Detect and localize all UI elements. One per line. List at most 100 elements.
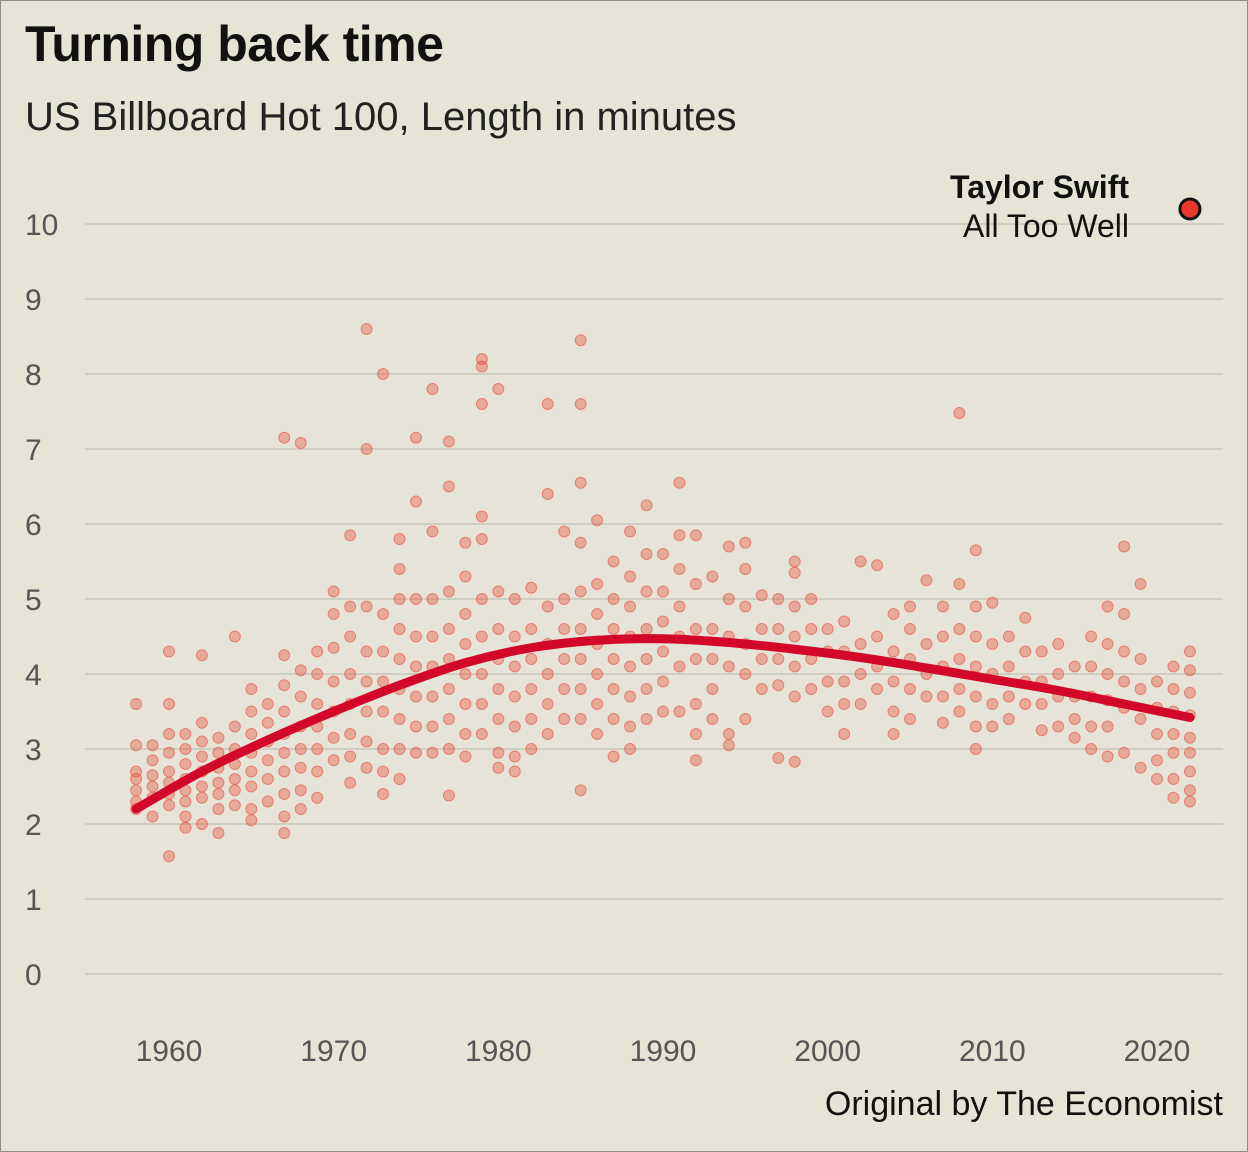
song-point [657, 705, 669, 718]
song-point [574, 585, 587, 598]
song-point [772, 679, 785, 692]
song-point [1019, 645, 1032, 658]
x-axis-ticks: 1960 1970 1980 1990 2000 2010 2020 [136, 1035, 1191, 1068]
song-point [360, 645, 373, 658]
song-point [854, 555, 867, 568]
song-point [442, 435, 455, 448]
song-point [212, 731, 225, 744]
song-point [475, 630, 488, 643]
song-point [410, 431, 422, 444]
song-point [212, 803, 225, 815]
song-point [788, 755, 801, 768]
song-point [624, 600, 637, 613]
song-point [426, 593, 439, 605]
song-point [195, 780, 208, 793]
song-point [788, 630, 801, 643]
song-point [755, 589, 768, 602]
song-point [212, 776, 225, 789]
song-point [887, 645, 900, 658]
song-point [327, 585, 340, 598]
song-point [344, 776, 357, 789]
song-point [541, 728, 554, 740]
x-tick-label-1980: 1980 [465, 1035, 532, 1068]
song-point [278, 431, 291, 444]
song-point [640, 683, 653, 695]
song-point [969, 630, 982, 643]
song-point [492, 383, 505, 395]
song-point [525, 713, 538, 725]
song-point [640, 548, 653, 560]
song-point [228, 630, 241, 643]
song-point [508, 750, 521, 763]
song-point [904, 713, 916, 725]
song-point [278, 827, 291, 839]
trend-line-group [131, 634, 1195, 814]
song-point [673, 600, 686, 613]
song-point [245, 803, 258, 815]
song-point [245, 780, 258, 793]
song-point [689, 754, 702, 767]
song-point [706, 623, 719, 635]
song-point [179, 821, 192, 834]
song-point [558, 623, 571, 635]
song-point [377, 788, 390, 800]
song-point [294, 690, 307, 703]
y-tick-label-7: 7 [25, 434, 42, 467]
song-point [969, 600, 982, 613]
song-point [1019, 698, 1032, 710]
song-point [508, 690, 521, 703]
song-point [311, 765, 324, 778]
song-point [805, 593, 818, 605]
song-point [163, 799, 175, 812]
song-point [624, 743, 637, 755]
song-point [541, 698, 554, 710]
song-point [706, 713, 719, 725]
song-point [887, 705, 900, 718]
x-tick-label-1990: 1990 [630, 1035, 697, 1068]
song-point [936, 690, 949, 703]
song-point [410, 660, 422, 673]
song-point [1183, 686, 1196, 699]
song-point [261, 754, 274, 767]
song-point [377, 705, 390, 718]
song-point [969, 743, 982, 755]
song-point [508, 765, 521, 778]
song-point [1167, 660, 1180, 673]
song-point [426, 383, 439, 395]
song-point [163, 765, 175, 778]
song-point [673, 476, 686, 489]
song-point [871, 683, 884, 695]
song-point [887, 608, 900, 620]
song-point [278, 810, 291, 823]
song-point [146, 769, 159, 782]
song-point [805, 683, 818, 695]
song-point [657, 645, 669, 658]
song-point [508, 720, 521, 733]
song-point [163, 728, 175, 740]
song-point [755, 683, 768, 695]
song-point [1167, 683, 1180, 695]
song-point [854, 668, 867, 680]
song-point [607, 750, 620, 763]
song-point [706, 570, 719, 583]
song-point [739, 713, 752, 725]
chart-subtitle: US Billboard Hot 100, Length in minutes [25, 95, 737, 139]
song-point [146, 810, 159, 823]
song-point [591, 698, 604, 710]
x-tick-label-2010: 2010 [959, 1035, 1026, 1068]
x-tick-label-2020: 2020 [1124, 1035, 1191, 1068]
source-note: Original by The Economist [824, 1085, 1223, 1123]
song-point [459, 638, 472, 650]
song-point [360, 323, 373, 335]
song-point [920, 690, 933, 703]
y-tick-label-4: 4 [25, 659, 42, 692]
song-point [574, 784, 587, 797]
song-point [377, 368, 390, 380]
song-point [1118, 540, 1131, 553]
song-point [278, 705, 291, 718]
song-point [920, 574, 933, 587]
song-point [558, 653, 571, 665]
song-point [475, 360, 488, 373]
song-point [475, 593, 488, 605]
